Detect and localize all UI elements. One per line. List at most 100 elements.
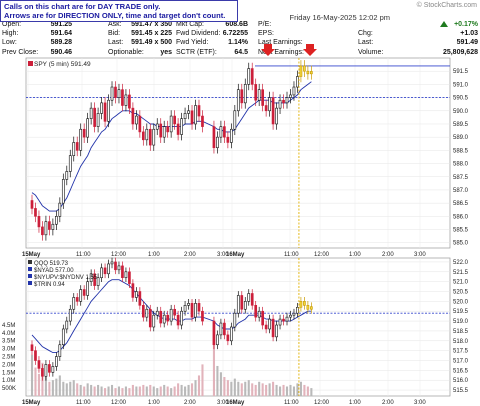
volume-bar (194, 380, 197, 396)
candle (86, 281, 90, 296)
candle (103, 267, 107, 275)
x-tick-label: 12:00 (314, 252, 330, 258)
candle (141, 305, 145, 318)
y-tick-label: 520.5 (453, 290, 469, 296)
candle (51, 366, 55, 373)
candle (65, 320, 69, 330)
x-tick-label: 11:00 (76, 400, 91, 406)
candle (138, 291, 142, 306)
candle (107, 99, 110, 122)
candle (250, 68, 254, 85)
volume-bar (72, 380, 75, 396)
volume-bar (93, 386, 96, 396)
candle (183, 113, 187, 119)
header-value: 591.49 x 500 (131, 39, 172, 47)
header-label: Open: (2, 21, 22, 28)
candle (114, 86, 117, 98)
volume-bar (299, 381, 302, 396)
volume-bar (145, 386, 148, 396)
volume-bar (107, 386, 110, 396)
candle (58, 344, 62, 357)
note-line-1: Calls on this chart are for DAY TRADE on… (4, 2, 161, 11)
y-tick-label: 517.0 (453, 359, 469, 365)
volume-bar (240, 383, 243, 396)
candle (75, 142, 79, 151)
x-tick-label: 1:00 (148, 252, 160, 258)
candle (230, 128, 233, 143)
candle (201, 310, 204, 322)
candle (230, 326, 233, 342)
header-label: Last: (358, 39, 374, 47)
volume-bar (90, 384, 93, 396)
candle (148, 308, 152, 328)
header-label: Next Earnings: (258, 48, 304, 56)
candle (268, 318, 271, 330)
volume-bar (212, 329, 215, 396)
y-tick-label: 587.5 (453, 175, 469, 181)
volume-bar (173, 386, 176, 396)
x-tick-label: 2:00 (184, 400, 196, 406)
candle (152, 128, 156, 146)
candle (296, 306, 299, 314)
candle (197, 105, 201, 117)
candle (145, 128, 149, 141)
candle (121, 265, 124, 279)
candle (93, 107, 96, 127)
header-label: SCTR (ETF): (176, 48, 217, 56)
candle (180, 310, 183, 326)
volume-bar (34, 367, 37, 396)
volume-bar (275, 384, 278, 396)
legend-swatch (28, 267, 32, 271)
candle (310, 306, 313, 310)
header-value: 591.45 x 225 (131, 30, 172, 38)
series-legend: $NYUPV:$NYDNV 1.55 (34, 275, 98, 281)
candle (257, 89, 261, 101)
candle (79, 289, 83, 302)
volume-bar (296, 383, 299, 396)
candle (96, 113, 100, 127)
candle (243, 301, 247, 310)
candle (250, 293, 254, 306)
legend-swatch (28, 61, 33, 66)
volume-bar (100, 386, 103, 396)
candle (100, 267, 103, 279)
volume-bar (265, 384, 268, 396)
volume-bar (117, 386, 121, 396)
candle (194, 105, 197, 125)
candle (65, 171, 69, 180)
x-tick-label: 11:00 (284, 252, 299, 258)
candle (310, 71, 313, 75)
candle (233, 110, 237, 130)
candle (37, 216, 41, 228)
header-value: 1.14% (228, 39, 248, 47)
candle (240, 295, 244, 310)
x-tick-label: 16May (226, 252, 245, 258)
volume-bar (268, 383, 271, 396)
x-tick-label: 2:00 (184, 252, 196, 258)
candle (86, 118, 90, 138)
candle (135, 291, 138, 298)
candle (68, 308, 72, 322)
candle (131, 283, 135, 298)
volume-tick-label: 4.5M (2, 323, 15, 329)
y-tick-label: 586.0 (453, 214, 469, 220)
candle (159, 123, 163, 138)
volume-bar (156, 388, 159, 396)
candle (68, 155, 72, 172)
date-header: Friday 16-May-2025 12:02 pm (289, 13, 390, 22)
candle (201, 115, 204, 127)
x-tick-label: 1:00 (349, 400, 361, 406)
candle (96, 277, 100, 286)
candle (100, 102, 103, 114)
header-value: 589.28 (50, 39, 72, 47)
header-label: EPS: (258, 30, 274, 38)
volume-bar (223, 377, 226, 396)
panel-frame (25, 57, 451, 249)
y-tick-label: 590.5 (453, 96, 469, 102)
header-value: yes (160, 48, 172, 56)
x-tick-label: 15May (22, 252, 41, 258)
x-tick-label: 1:00 (349, 252, 361, 258)
candle (89, 107, 93, 119)
volume-bar (121, 388, 124, 396)
x-tick-label: 12:00 (314, 400, 330, 406)
